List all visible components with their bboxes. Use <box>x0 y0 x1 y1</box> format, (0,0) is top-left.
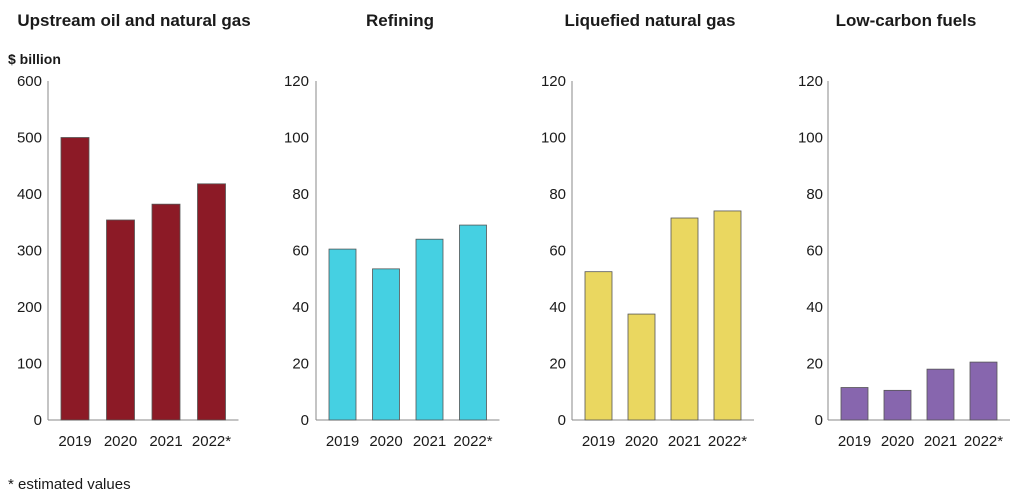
panel-4-title: Low-carbon fuels <box>836 11 977 30</box>
y-tick-label: 100 <box>17 356 42 373</box>
y-tick-label: 400 <box>17 186 42 203</box>
y-tick-label: 200 <box>17 299 42 316</box>
y-tick-label: 60 <box>549 243 566 260</box>
bar-2020 <box>372 268 400 421</box>
panel-2-title: Refining <box>366 11 434 30</box>
x-category-label: 2022* <box>453 433 492 450</box>
x-category-label: 2022* <box>192 433 231 450</box>
footnote: * estimated values <box>8 476 131 493</box>
x-category-label: 2019 <box>326 433 359 450</box>
x-category-label: 2022* <box>708 433 747 450</box>
y-tick-label: 120 <box>798 73 823 90</box>
y-tick-label: 100 <box>798 130 823 147</box>
x-category-label: 2020 <box>625 433 658 450</box>
panel-1-title: Upstream oil and natural gas <box>17 11 250 30</box>
x-category-label: 2021 <box>413 433 446 450</box>
y-tick-label: 0 <box>301 412 309 429</box>
bar-2021 <box>151 203 181 421</box>
panel-3-title: Liquefied natural gas <box>565 11 736 30</box>
y-tick-label: 80 <box>549 186 566 203</box>
bar-2021 <box>415 238 444 421</box>
y-axis-unit-label: $ billion <box>8 51 61 67</box>
y-tick-label: 120 <box>284 73 309 90</box>
x-category-label: 2021 <box>668 433 701 450</box>
y-tick-label: 60 <box>292 243 309 260</box>
bar-2020 <box>883 389 912 421</box>
bar-2019 <box>328 248 357 421</box>
y-tick-label: 20 <box>549 356 566 373</box>
y-tick-label: 60 <box>806 243 823 260</box>
bar-2022-est <box>969 361 998 421</box>
bar-2020 <box>106 219 135 421</box>
x-category-label: 2020 <box>881 433 914 450</box>
y-tick-label: 300 <box>17 243 42 260</box>
y-tick-label: 0 <box>815 412 823 429</box>
x-category-label: 2020 <box>104 433 137 450</box>
bar-2022-est <box>197 183 226 421</box>
y-tick-label: 0 <box>558 412 566 429</box>
y-tick-label: 100 <box>284 130 309 147</box>
y-tick-label: 40 <box>549 299 566 316</box>
bar-2019 <box>60 137 90 421</box>
x-category-label: 2020 <box>369 433 402 450</box>
y-tick-label: 40 <box>292 299 309 316</box>
y-tick-label: 120 <box>541 73 566 90</box>
x-category-label: 2019 <box>838 433 871 450</box>
bar-2021 <box>926 368 955 421</box>
y-tick-label: 100 <box>541 130 566 147</box>
y-tick-label: 80 <box>292 186 309 203</box>
y-tick-label: 600 <box>17 73 42 90</box>
y-tick-label: 20 <box>292 356 309 373</box>
bar-2021 <box>670 217 699 421</box>
bar-2022-est <box>459 224 487 421</box>
x-category-label: 2021 <box>149 433 182 450</box>
x-category-label: 2019 <box>582 433 615 450</box>
bar-2019 <box>584 271 613 421</box>
x-category-label: 2021 <box>924 433 957 450</box>
y-tick-label: 80 <box>806 186 823 203</box>
y-tick-label: 20 <box>806 356 823 373</box>
bar-2022-est <box>713 210 742 421</box>
y-tick-label: 40 <box>806 299 823 316</box>
y-tick-label: 0 <box>34 412 42 429</box>
x-category-label: 2022* <box>964 433 1003 450</box>
x-category-label: 2019 <box>58 433 91 450</box>
bar-2019 <box>840 387 869 421</box>
y-tick-label: 500 <box>17 130 42 147</box>
bar-2020 <box>627 313 656 421</box>
